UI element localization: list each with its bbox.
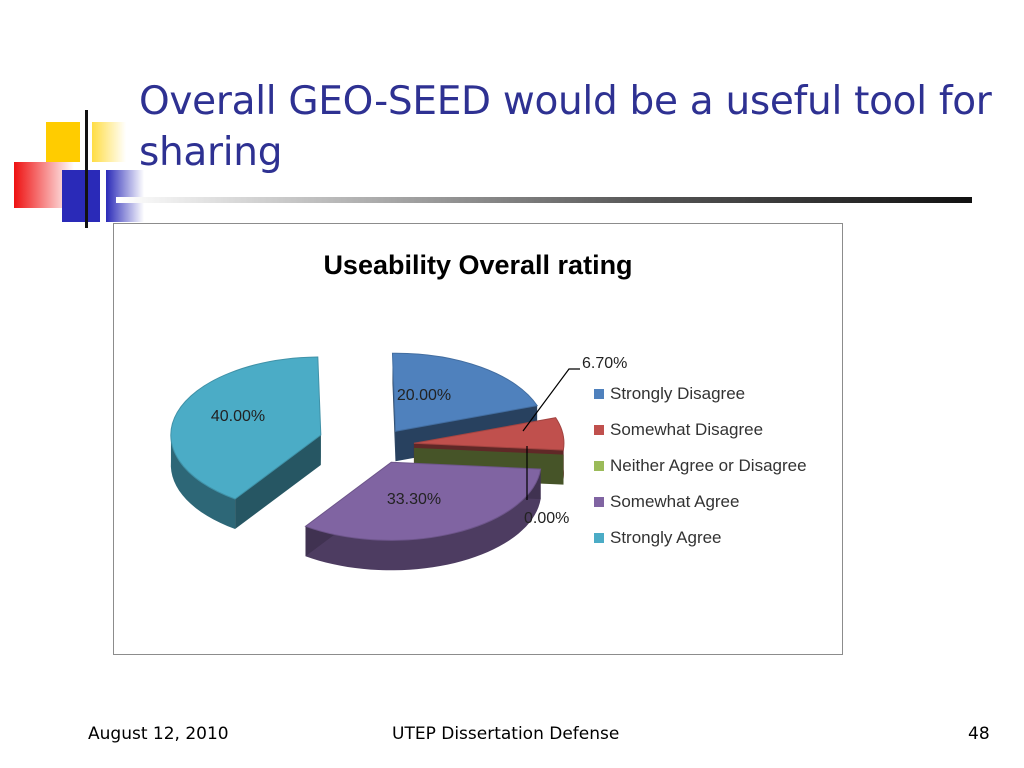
legend-swatch-1 xyxy=(594,425,604,435)
logo-yellow-fade xyxy=(92,122,126,162)
data-label-2: 0.00% xyxy=(524,510,569,527)
logo-vertical-line xyxy=(85,110,88,228)
data-label-1: 6.70% xyxy=(582,355,627,372)
footer-date: August 12, 2010 xyxy=(88,724,229,744)
data-label-3: 33.30% xyxy=(387,491,441,508)
pie-slice-strongly-agree xyxy=(170,356,322,500)
data-label-0: 20.00% xyxy=(397,387,451,404)
footer-title: UTEP Dissertation Defense xyxy=(392,724,620,744)
logo-yellow-square xyxy=(46,122,80,162)
legend-label-0: Strongly Disagree xyxy=(610,384,745,403)
logo-blue-square xyxy=(62,170,100,222)
pie-chart: Useability Overall rating 20.00% 6.70% 0.00… xyxy=(170,250,807,571)
chart-title: Useability Overall rating xyxy=(323,250,632,280)
pie-slice-somewhat-agree xyxy=(304,461,542,541)
legend-swatch-0 xyxy=(594,389,604,399)
legend-swatch-3 xyxy=(594,497,604,507)
pie-slice-strongly-disagree xyxy=(391,352,539,432)
logo-blue-fade xyxy=(106,170,144,222)
legend-label-3: Somewhat Agree xyxy=(610,492,739,511)
title-divider xyxy=(116,197,972,203)
leader-line-6-70 xyxy=(522,368,580,432)
legend-label-1: Somewhat Disagree xyxy=(610,420,763,439)
chart-container: Useability Overall rating 20.00% 6.70% 0.00… xyxy=(113,223,843,655)
legend-swatch-2 xyxy=(594,461,604,471)
slide-title: Overall GEO-SEED would be a useful tool … xyxy=(139,79,992,175)
logo-graphic xyxy=(14,110,144,228)
page-number: 48 xyxy=(968,724,990,744)
legend-swatch-4 xyxy=(594,533,604,543)
legend-label-4: Strongly Agree xyxy=(610,528,722,547)
data-label-4: 40.00% xyxy=(211,408,265,425)
legend-label-2: Neither Agree or Disagree xyxy=(610,456,807,475)
